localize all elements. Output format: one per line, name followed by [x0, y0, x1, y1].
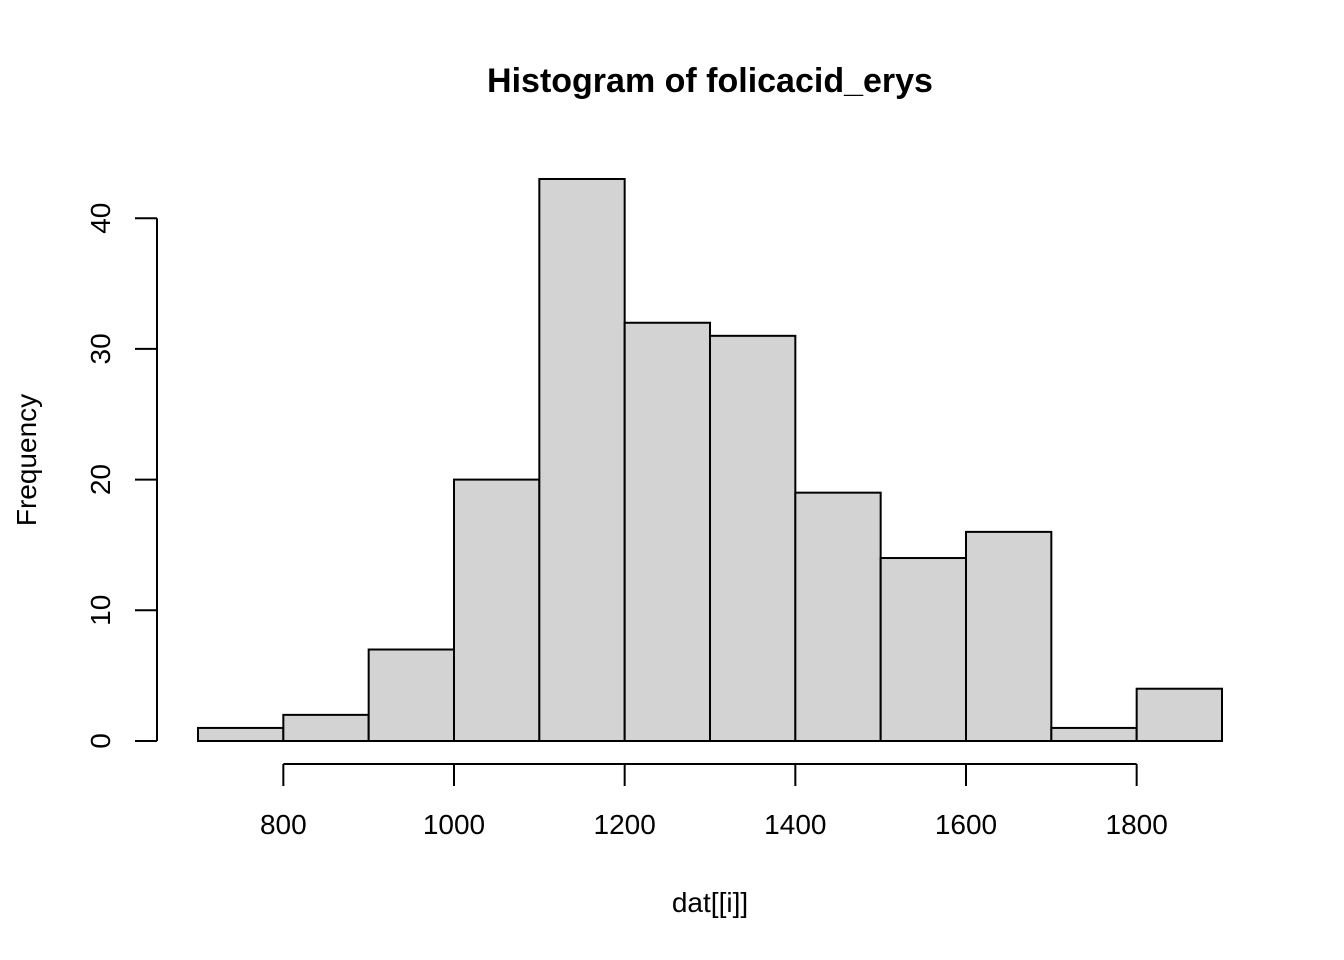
x-tick-label: 1000	[423, 809, 485, 840]
x-tick-label: 1200	[594, 809, 656, 840]
y-axis: 0 10 20 30 40	[85, 203, 158, 749]
x-tick-label: 1600	[935, 809, 997, 840]
chart-title: Histogram of folicacid_erys	[487, 62, 933, 100]
x-tick-label: 1400	[764, 809, 826, 840]
histogram-bar-900-1000	[367, 648, 455, 743]
histogram-bar-1300-1400	[709, 334, 797, 742]
y-tick-label: 40	[85, 203, 116, 234]
histogram-bar-1400-1500	[794, 491, 882, 743]
histogram-bar-1500-1600	[879, 557, 968, 743]
y-tick-label: 30	[85, 333, 116, 364]
y-tick-label: 0	[85, 733, 116, 749]
histogram-bar-1700-1800	[1050, 726, 1138, 742]
histogram-bar-1200-1300	[623, 321, 712, 742]
histogram-bar-1000-1100	[453, 478, 541, 742]
y-axis-label: Frequency	[11, 394, 42, 526]
histogram-bar-700-800	[197, 726, 285, 742]
x-axis: 800 1000 1200 1400 1600 1800	[260, 763, 1168, 840]
x-axis-label: dat[[i]]	[672, 887, 748, 918]
y-tick-label: 10	[85, 595, 116, 626]
x-tick-label: 1800	[1106, 809, 1168, 840]
histogram-bar-1100-1200	[538, 177, 626, 743]
y-tick-label: 20	[85, 464, 116, 495]
x-tick-label: 800	[260, 809, 307, 840]
histogram-bar-800-900	[282, 713, 370, 742]
histogram-bar-1600-1700	[965, 530, 1053, 742]
histogram-bar-1800-1900	[1135, 687, 1223, 742]
bars-group	[197, 177, 1223, 743]
